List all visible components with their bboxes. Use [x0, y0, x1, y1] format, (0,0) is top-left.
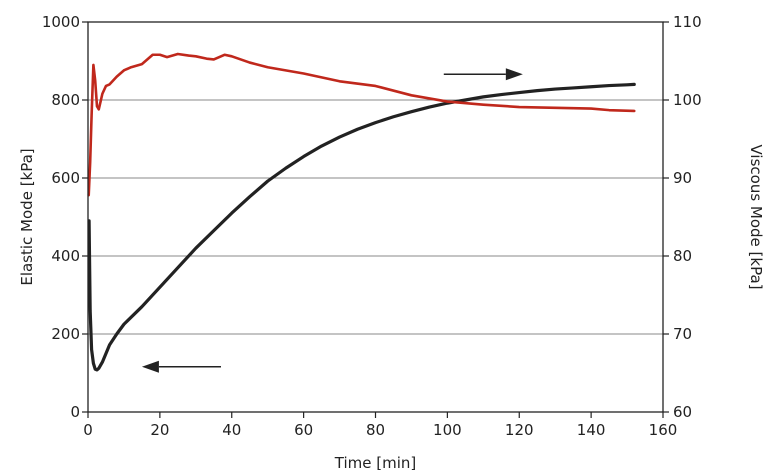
x-tick-label: 40: [222, 421, 241, 439]
x-tick-label: 140: [577, 421, 606, 439]
x-tick-label: 100: [433, 421, 462, 439]
y-left-axis-ticks: 0 200 400 600 800 1000: [42, 13, 88, 421]
elastic-mode-line: [87, 82, 636, 372]
y-right-tick-label: 60: [673, 403, 692, 421]
y-left-tick-label: 200: [51, 325, 80, 343]
viscous-mode-line: [87, 52, 636, 197]
y-right-tick-label: 70: [673, 325, 692, 343]
plot-frame: [87, 21, 664, 413]
x-tick-label: 120: [505, 421, 534, 439]
y-left-axis-title: Elastic Mode [kPa]: [18, 148, 36, 285]
y-left-tick-label: 400: [51, 247, 80, 265]
y-left-tick-label: 800: [51, 91, 80, 109]
x-tick-label: 60: [294, 421, 313, 439]
x-tick-label: 160: [649, 421, 678, 439]
series-layer: [87, 52, 636, 372]
x-tick-label: 0: [83, 421, 93, 439]
y-right-axis-title: Viscous Mode [kPa]: [747, 144, 765, 289]
y-left-tick-label: 1000: [42, 13, 80, 31]
x-axis-ticks: 0 20 40 60 80 100 120 140 160: [83, 412, 677, 439]
x-axis-title: Time [min]: [334, 454, 416, 472]
y-right-tick-label: 90: [673, 169, 692, 187]
arrow-left-icon: [141, 360, 159, 373]
annotation-arrows: [141, 68, 523, 373]
y-right-tick-label: 100: [673, 91, 702, 109]
y-left-tick-label: 600: [51, 169, 80, 187]
arrow-right-icon: [505, 68, 523, 81]
x-tick-label: 80: [366, 421, 385, 439]
y-right-tick-label: 110: [673, 13, 702, 31]
gridlines: [88, 21, 663, 413]
y-right-axis-ticks: 60 70 80 90 100 110: [663, 13, 702, 421]
y-right-tick-label: 80: [673, 247, 692, 265]
x-tick-label: 20: [150, 421, 169, 439]
y-left-tick-label: 0: [70, 403, 80, 421]
